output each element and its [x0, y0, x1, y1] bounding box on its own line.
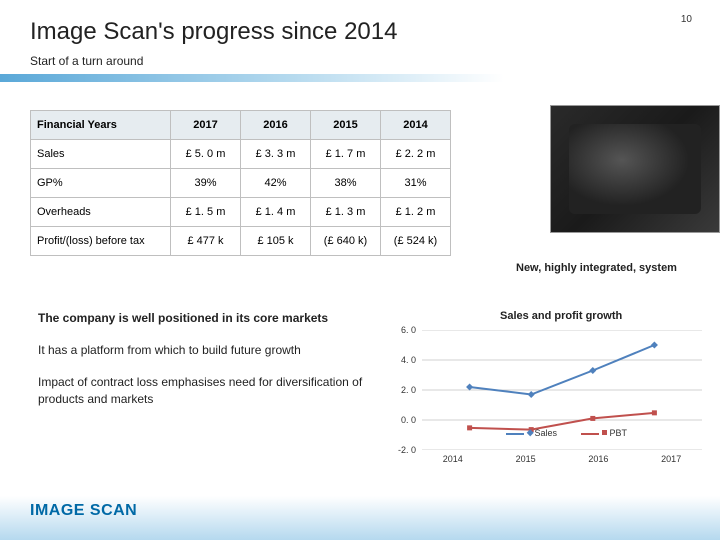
chart-title: Sales and profit growth — [500, 310, 622, 322]
xtick: 2016 — [588, 454, 608, 464]
xtick: 2015 — [516, 454, 536, 464]
image-caption: New, highly integrated, system — [516, 262, 716, 274]
ytick: 0. 0 — [401, 415, 416, 425]
cell: 31% — [381, 169, 451, 198]
financials-table: Financial Years 2017 2016 2015 2014 Sale… — [30, 110, 451, 256]
cell: 38% — [311, 169, 381, 198]
table-header-row: Financial Years 2017 2016 2015 2014 — [31, 111, 451, 140]
legend-item-pbt: PBT — [581, 428, 627, 438]
legend-swatch — [506, 433, 524, 435]
ytick: 6. 0 — [401, 325, 416, 335]
cell: £ 1. 7 m — [311, 140, 381, 169]
cell: Overheads — [31, 198, 171, 227]
legend-label: Sales — [535, 428, 558, 438]
bullet-list: The company is well positioned in its co… — [38, 310, 368, 423]
cell: Profit/(loss) before tax — [31, 227, 171, 256]
th-2016: 2016 — [241, 111, 311, 140]
table-row: GP% 39% 42% 38% 31% — [31, 169, 451, 198]
cell: GP% — [31, 169, 171, 198]
bullet: The company is well positioned in its co… — [38, 310, 368, 326]
cell: 39% — [171, 169, 241, 198]
page-title: Image Scan's progress since 2014 — [30, 18, 397, 46]
th-2015: 2015 — [311, 111, 381, 140]
ytick: -2. 0 — [398, 445, 416, 455]
chart-legend: Sales PBT — [506, 428, 627, 438]
table-row: Overheads £ 1. 5 m £ 1. 4 m £ 1. 3 m £ 1… — [31, 198, 451, 227]
th-2017: 2017 — [171, 111, 241, 140]
table-row: Sales £ 5. 0 m £ 3. 3 m £ 1. 7 m £ 2. 2 … — [31, 140, 451, 169]
header-divider — [0, 74, 720, 82]
cell: £ 2. 2 m — [381, 140, 451, 169]
cell: 42% — [241, 169, 311, 198]
ytick: 4. 0 — [401, 355, 416, 365]
cell: Sales — [31, 140, 171, 169]
bullet: Impact of contract loss emphasises need … — [38, 374, 368, 406]
page-subtitle: Start of a turn around — [30, 54, 143, 68]
cell: £ 1. 2 m — [381, 198, 451, 227]
legend-marker — [602, 430, 607, 435]
cell: £ 1. 5 m — [171, 198, 241, 227]
cell: (£ 524 k) — [381, 227, 451, 256]
product-image — [550, 105, 720, 233]
cell: £ 3. 3 m — [241, 140, 311, 169]
bullet: It has a platform from which to build fu… — [38, 342, 368, 358]
xtick: 2014 — [443, 454, 463, 464]
company-logo: IMAGE SCAN — [30, 502, 137, 520]
table-row: Profit/(loss) before tax £ 477 k £ 105 k… — [31, 227, 451, 256]
page-number: 10 — [681, 14, 692, 25]
th-2014: 2014 — [381, 111, 451, 140]
ytick: 2. 0 — [401, 385, 416, 395]
chart-y-axis: 6. 0 4. 0 2. 0 0. 0 -2. 0 — [390, 330, 418, 450]
legend-item-sales: Sales — [506, 428, 557, 438]
legend-label: PBT — [610, 428, 628, 438]
cell: £ 477 k — [171, 227, 241, 256]
legend-marker — [527, 429, 534, 436]
chart-series — [466, 341, 658, 432]
legend-swatch — [581, 433, 599, 435]
cell: £ 105 k — [241, 227, 311, 256]
xtick: 2017 — [661, 454, 681, 464]
cell: £ 1. 3 m — [311, 198, 381, 227]
cell: £ 5. 0 m — [171, 140, 241, 169]
cell: £ 1. 4 m — [241, 198, 311, 227]
sales-profit-chart: Sales and profit growth 6. 0 4. 0 2. 0 0… — [390, 306, 710, 466]
cell: (£ 640 k) — [311, 227, 381, 256]
th-metric: Financial Years — [31, 111, 171, 140]
